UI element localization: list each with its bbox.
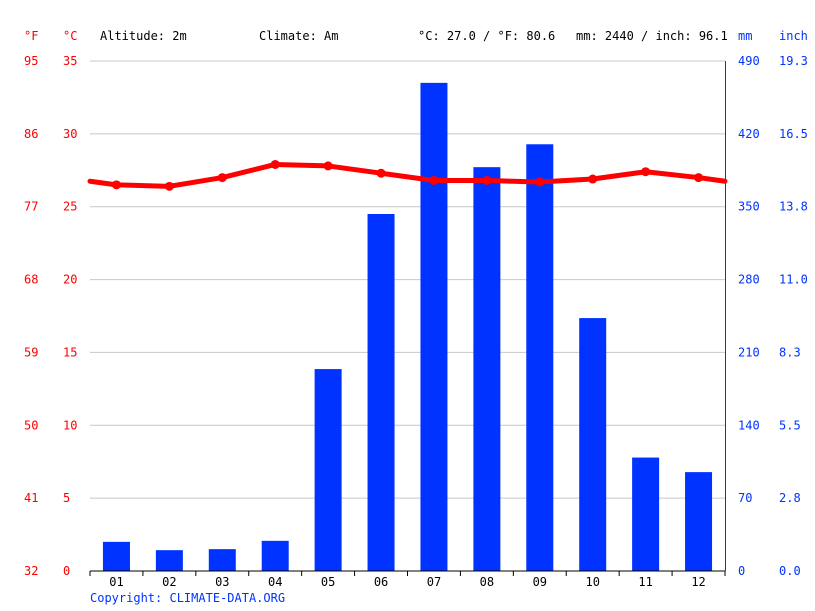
y-tick-celsius: 10 <box>63 418 77 432</box>
precipitation-bar <box>102 541 130 571</box>
precipitation-bar <box>420 82 448 571</box>
temperature-point <box>111 180 121 190</box>
y-tick-mm: 420 <box>738 127 760 141</box>
precipitation-bar <box>208 549 236 571</box>
tick-labels: 32 0 0 0.0 41 5 70 2.8 50 10 140 5.5 59 15 210 8.3 68 20 2… <box>24 54 808 589</box>
temperature-point <box>535 177 545 187</box>
climate-label: Climate: Am <box>259 29 338 43</box>
y-tick-inch: 13.8 <box>779 200 808 214</box>
precipitation-bar <box>526 144 554 571</box>
precipitation-bar <box>473 167 501 571</box>
x-tick-label: 09 <box>533 575 547 589</box>
grid-lines <box>90 60 725 499</box>
y-tick-celsius: 20 <box>63 273 77 287</box>
y-tick-celsius: 30 <box>63 127 77 141</box>
precipitation-bar <box>579 318 607 571</box>
temperature-line <box>87 159 728 191</box>
precipitation-bar <box>261 540 289 571</box>
temperature-average-label: °C: 27.0 / °F: 80.6 <box>418 29 555 43</box>
unit-inch-label: inch <box>779 29 808 43</box>
x-tick-label: 11 <box>638 575 652 589</box>
y-tick-mm: 350 <box>738 200 760 214</box>
x-tick-label: 08 <box>480 575 494 589</box>
y-tick-inch: 11.0 <box>779 273 808 287</box>
temperature-point <box>694 173 704 183</box>
x-tick-label: 10 <box>585 575 599 589</box>
y-tick-fahrenheit: 77 <box>24 200 38 214</box>
y-tick-fahrenheit: 50 <box>24 418 38 432</box>
x-tick-label: 12 <box>691 575 705 589</box>
y-tick-inch: 19.3 <box>779 54 808 68</box>
precipitation-bar <box>155 550 183 571</box>
y-tick-celsius: 35 <box>63 54 77 68</box>
temperature-point <box>588 174 598 184</box>
x-tick-label: 01 <box>109 575 123 589</box>
precipitation-bars <box>102 82 713 571</box>
altitude-label: Altitude: 2m <box>100 29 187 43</box>
temperature-point <box>323 161 333 171</box>
y-tick-fahrenheit: 32 <box>24 564 38 578</box>
y-tick-mm: 140 <box>738 418 760 432</box>
y-tick-fahrenheit: 68 <box>24 273 38 287</box>
y-tick-inch: 16.5 <box>779 127 808 141</box>
copyright-link[interactable]: Copyright: CLIMATE-DATA.ORG <box>90 591 286 605</box>
y-tick-fahrenheit: 41 <box>24 491 38 505</box>
y-tick-fahrenheit: 95 <box>24 54 38 68</box>
unit-mm-label: mm <box>738 29 752 43</box>
temperature-point <box>641 167 651 177</box>
x-tick-label: 07 <box>427 575 441 589</box>
y-tick-celsius: 15 <box>63 345 77 359</box>
precipitation-bar <box>314 369 342 571</box>
y-tick-mm: 0 <box>738 564 745 578</box>
y-tick-celsius: 25 <box>63 200 77 214</box>
temperature-point <box>429 175 439 185</box>
y-tick-celsius: 0 <box>63 564 70 578</box>
precipitation-bar <box>685 472 713 571</box>
precipitation-average-label: mm: 2440 / inch: 96.1 <box>576 29 728 43</box>
y-tick-inch: 2.8 <box>779 491 801 505</box>
y-tick-inch: 8.3 <box>779 345 801 359</box>
y-tick-mm: 490 <box>738 54 760 68</box>
x-tick-label: 06 <box>374 575 388 589</box>
temperature-series-line <box>87 161 728 189</box>
x-tick-label: 03 <box>215 575 229 589</box>
unit-fahrenheit-label: °F <box>24 29 38 43</box>
x-tick-label: 04 <box>268 575 282 589</box>
y-tick-mm: 70 <box>738 491 752 505</box>
x-tick-label: 02 <box>162 575 176 589</box>
temperature-point <box>376 168 386 178</box>
y-tick-fahrenheit: 86 <box>24 127 38 141</box>
axes <box>89 61 726 576</box>
temperature-point <box>270 159 280 169</box>
y-tick-inch: 5.5 <box>779 418 801 432</box>
precipitation-bar <box>367 214 395 571</box>
y-tick-inch: 0.0 <box>779 564 801 578</box>
y-tick-fahrenheit: 59 <box>24 345 38 359</box>
temperature-point <box>164 181 174 191</box>
unit-celsius-label: °C <box>63 29 77 43</box>
temperature-point <box>482 175 492 185</box>
y-tick-mm: 280 <box>738 273 760 287</box>
y-tick-celsius: 5 <box>63 491 70 505</box>
temperature-point <box>217 173 227 183</box>
x-tick-label: 05 <box>321 575 335 589</box>
precipitation-bar <box>632 457 660 571</box>
y-tick-mm: 210 <box>738 345 760 359</box>
